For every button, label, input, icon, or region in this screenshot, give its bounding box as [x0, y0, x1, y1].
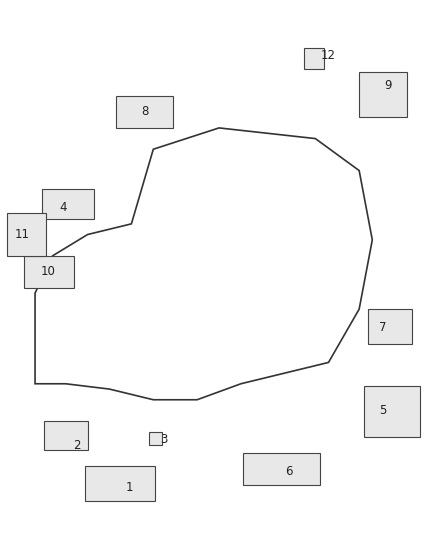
Text: 9: 9: [384, 79, 392, 92]
Text: 7: 7: [379, 321, 387, 334]
Text: 10: 10: [41, 265, 56, 278]
FancyBboxPatch shape: [364, 386, 420, 437]
Text: 8: 8: [141, 106, 148, 118]
Text: 11: 11: [14, 228, 29, 241]
FancyBboxPatch shape: [359, 72, 407, 117]
FancyBboxPatch shape: [42, 189, 94, 219]
FancyBboxPatch shape: [243, 453, 320, 485]
Text: 2: 2: [73, 439, 81, 451]
Text: 5: 5: [380, 404, 387, 417]
Text: 4: 4: [60, 201, 67, 214]
Text: 1: 1: [125, 481, 133, 494]
Text: 3: 3: [161, 433, 168, 446]
FancyBboxPatch shape: [149, 432, 162, 445]
FancyBboxPatch shape: [304, 48, 324, 69]
FancyBboxPatch shape: [368, 309, 412, 344]
FancyBboxPatch shape: [116, 96, 173, 128]
FancyBboxPatch shape: [7, 213, 46, 256]
FancyBboxPatch shape: [24, 256, 74, 288]
Text: 12: 12: [321, 50, 336, 62]
FancyBboxPatch shape: [44, 421, 88, 450]
Text: 6: 6: [285, 465, 293, 478]
FancyBboxPatch shape: [85, 466, 155, 501]
